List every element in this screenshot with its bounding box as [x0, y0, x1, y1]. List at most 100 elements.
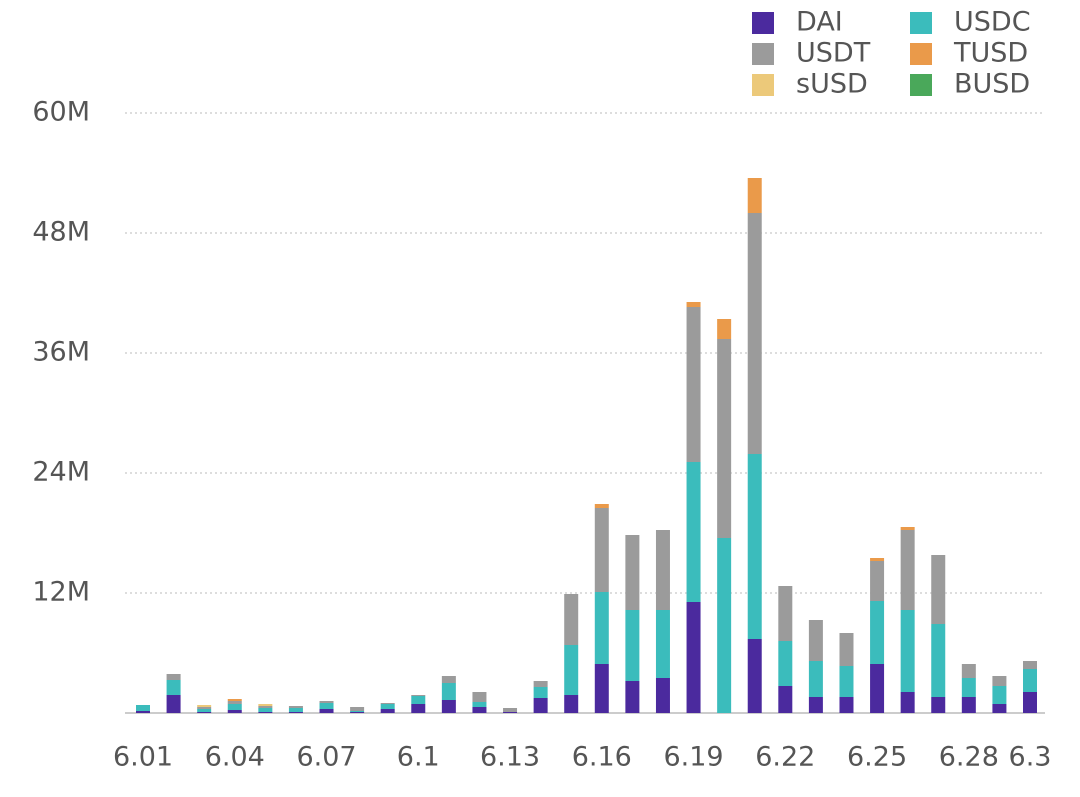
bar-segment: [288, 712, 303, 713]
bar-segment: [870, 558, 885, 561]
bar-segment: [931, 624, 946, 697]
bar-segment: [258, 706, 273, 708]
bar-segment: [350, 711, 365, 712]
x-tick-label: 6.28: [939, 742, 999, 773]
legend-swatch: [752, 43, 774, 65]
y-tick-label: 60M: [32, 97, 90, 128]
bar-segment: [839, 697, 854, 713]
bar-segment: [441, 676, 456, 683]
bar-segment: [961, 664, 976, 678]
bar-segment: [594, 504, 609, 508]
bar-segment: [839, 633, 854, 666]
bar-segment: [533, 687, 548, 698]
bar-segment: [594, 592, 609, 664]
y-tick-label: 12M: [32, 577, 90, 608]
bar-segment: [625, 535, 640, 610]
bar-segment: [655, 610, 670, 678]
legend-label: USDT: [796, 38, 871, 69]
bar-segment: [197, 707, 212, 709]
bar-segment: [992, 676, 1007, 686]
bar-segment: [166, 674, 181, 680]
bar-segment: [227, 704, 242, 710]
bar-segment: [472, 692, 487, 702]
x-tick-label: 6.07: [296, 742, 356, 773]
bar-segment: [258, 708, 273, 712]
bar-segment: [1023, 692, 1037, 713]
bar-segment: [166, 695, 181, 713]
legend-label: sUSD: [796, 69, 868, 100]
bar-segment: [900, 692, 915, 713]
bar-segment: [655, 530, 670, 610]
bar-segment: [533, 681, 548, 687]
bar-segment: [1023, 669, 1037, 692]
bar-segment: [136, 705, 150, 711]
bar-segment: [747, 639, 762, 713]
legend-label: USDC: [954, 7, 1031, 38]
bar-segment: [900, 610, 915, 692]
bar-segment: [227, 710, 242, 713]
bar-segment: [227, 701, 242, 704]
bar-segment: [686, 602, 701, 713]
bar-segment: [992, 704, 1007, 713]
bar-segment: [350, 707, 365, 711]
bar-segment: [625, 681, 640, 713]
bar-segment: [900, 530, 915, 610]
bar-segment: [380, 709, 395, 713]
x-tick-label: 6.3: [1009, 742, 1052, 773]
x-tick-label: 6.13: [480, 742, 540, 773]
bar-segment: [686, 307, 701, 462]
bar-segment: [594, 664, 609, 713]
bar-segment: [655, 678, 670, 713]
legend-swatch: [910, 74, 932, 96]
y-tick-label: 24M: [32, 457, 90, 488]
bar-segment: [1023, 661, 1037, 669]
bar-segment: [564, 695, 579, 713]
bar-segment: [625, 610, 640, 681]
bar-segment: [747, 213, 762, 454]
bar-segment: [472, 707, 487, 713]
bar-segment: [594, 508, 609, 592]
bar-segment: [258, 712, 273, 713]
bar-segment: [258, 704, 273, 706]
bar-segment: [992, 686, 1007, 704]
bar-segment: [747, 178, 762, 213]
bar-segment: [870, 601, 885, 664]
bar-segment: [472, 702, 487, 707]
bar-segment: [288, 706, 303, 708]
x-tick-label: 6.25: [847, 742, 907, 773]
bar-segment: [686, 302, 701, 307]
bar-segment: [564, 594, 579, 645]
bar-segment: [808, 661, 823, 697]
bar-segment: [808, 697, 823, 713]
y-tick-label: 48M: [32, 217, 90, 248]
bar-segment: [197, 712, 212, 713]
bar-segment: [778, 686, 793, 713]
bar-segment: [870, 664, 885, 713]
bar-segment: [686, 462, 701, 602]
bar-segment: [380, 704, 395, 709]
x-tick-label: 6.22: [755, 742, 815, 773]
bar-segment: [441, 700, 456, 713]
bar-segment: [931, 555, 946, 624]
bar-segment: [808, 620, 823, 661]
bar-segment: [166, 680, 181, 695]
bar-segment: [503, 712, 518, 713]
legend-label: DAI: [796, 7, 843, 38]
bar-segment: [319, 701, 334, 703]
bar-segment: [747, 454, 762, 639]
bar-segment: [197, 705, 212, 707]
bar-segment: [961, 697, 976, 713]
bar-segment: [503, 708, 518, 712]
legend-swatch: [752, 12, 774, 34]
bar-segment: [411, 695, 426, 696]
bar-segment: [717, 319, 732, 339]
bar-segment: [778, 641, 793, 686]
bar-segment: [380, 703, 395, 704]
bar-segment: [411, 704, 426, 713]
legend-label: TUSD: [953, 38, 1028, 69]
bar-segment: [227, 699, 242, 701]
x-tick-label: 6.01: [113, 742, 173, 773]
bar-segment: [961, 678, 976, 697]
bar-segment: [870, 561, 885, 601]
bar-segment: [411, 696, 426, 704]
